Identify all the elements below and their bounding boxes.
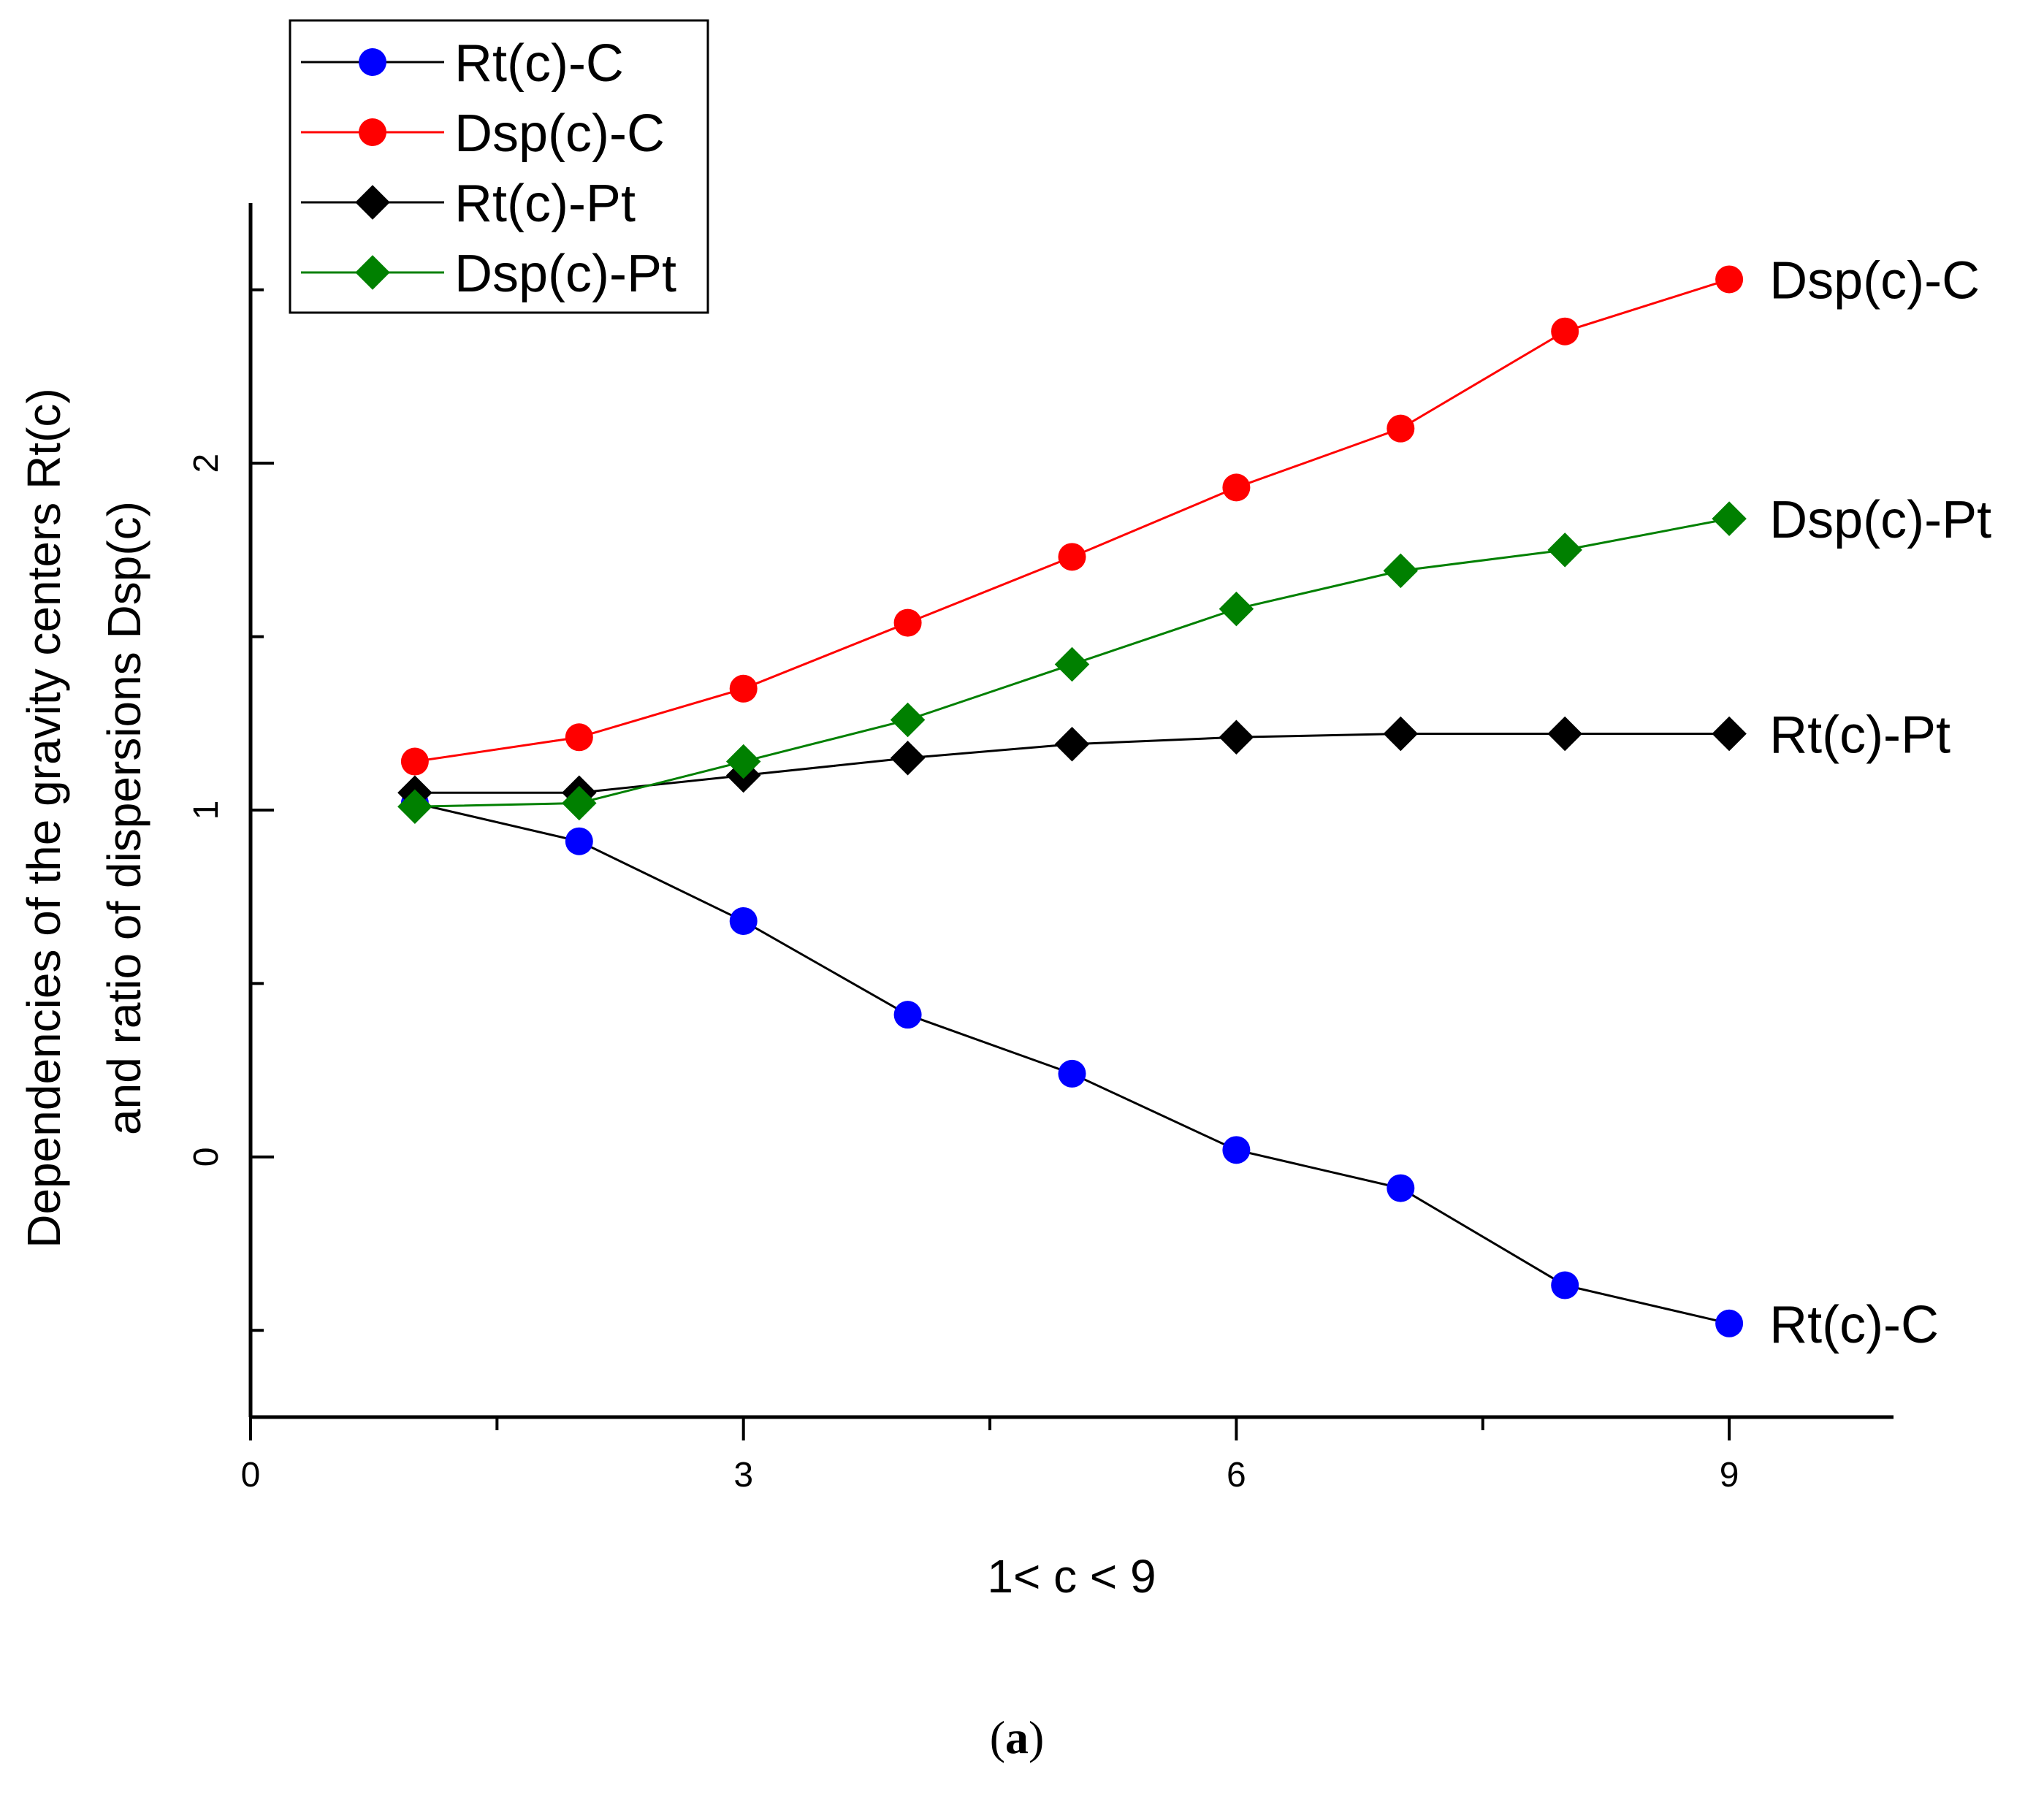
- end-label: Dsp(c)-Pt: [1769, 491, 1991, 549]
- legend-item: Rt(c)-Pt: [301, 175, 636, 233]
- series-line: [414, 278, 1730, 763]
- legend-item: Dsp(c)-Pt: [301, 245, 676, 303]
- legend-marker: [355, 185, 390, 220]
- data-point: [1387, 414, 1415, 443]
- legend-item: Dsp(c)-C: [301, 104, 665, 163]
- data-point: [1383, 716, 1419, 752]
- data-point: [725, 744, 761, 779]
- series-dsp-c-c: [400, 265, 1744, 776]
- caption-letter: a: [1005, 1711, 1029, 1763]
- data-point: [1058, 1059, 1086, 1088]
- series-dsp-c-pt: [397, 501, 1747, 825]
- data-point: [1712, 501, 1747, 536]
- end-labels: Rt(c)-C Dsp(c)-C Rt(c)-Pt Dsp(c)-Pt: [1769, 251, 1991, 1354]
- legend-label: Dsp(c)-Pt: [454, 245, 676, 303]
- data-point: [1222, 473, 1251, 502]
- data-point: [1222, 1136, 1251, 1164]
- legend-items: Rt(c)-C Dsp(c)-C Rt(c)-Pt Dsp(c)-Pt: [301, 34, 676, 303]
- y-axis-title-line-2: and ratio of dispersions Dsp(c): [98, 501, 150, 1135]
- caption-open-paren: (: [990, 1711, 1005, 1763]
- x-tick-label: 0: [241, 1456, 261, 1495]
- data-point: [565, 827, 593, 855]
- series-layer: [397, 265, 1747, 1337]
- y-tick-label: 2: [187, 454, 226, 473]
- data-point: [890, 741, 926, 776]
- x-tick-label: 3: [733, 1456, 753, 1495]
- data-point: [400, 747, 429, 776]
- legend-label: Rt(c)-C: [454, 34, 624, 93]
- data-point: [1712, 716, 1747, 752]
- data-point: [1058, 543, 1086, 571]
- figure-caption: (a): [990, 1711, 1045, 1763]
- data-point: [893, 1001, 922, 1029]
- x-axis-title: 1< c < 9: [987, 1550, 1156, 1603]
- data-point: [1715, 1309, 1744, 1337]
- caption-close-paren: ): [1029, 1711, 1044, 1763]
- data-point: [1054, 727, 1090, 762]
- legend: Rt(c)-C Dsp(c)-C Rt(c)-Pt Dsp(c)-Pt: [289, 19, 709, 314]
- data-point: [729, 674, 758, 703]
- data-point: [1551, 317, 1579, 346]
- legend-label: Rt(c)-Pt: [454, 175, 636, 233]
- y-tick-label: 1: [187, 801, 226, 820]
- series-rt-c-c: [400, 789, 1744, 1337]
- end-label: Dsp(c)-C: [1769, 251, 1980, 310]
- x-tick-label: 9: [1720, 1456, 1739, 1495]
- y-tick-label: 0: [187, 1148, 226, 1167]
- data-point: [1387, 1174, 1415, 1202]
- data-point: [1054, 646, 1090, 682]
- data-point: [565, 723, 593, 752]
- data-point: [729, 906, 758, 935]
- data-point: [1219, 719, 1254, 755]
- data-point: [893, 608, 922, 637]
- data-point: [890, 702, 926, 738]
- legend-label: Dsp(c)-C: [454, 104, 665, 163]
- legend-box: [289, 19, 709, 314]
- data-point: [397, 789, 432, 825]
- end-label: Rt(c)-Pt: [1769, 706, 1950, 765]
- legend-marker: [359, 118, 386, 146]
- legend-item: Rt(c)-C: [301, 34, 624, 93]
- x-tick-label: 6: [1227, 1456, 1246, 1495]
- data-point: [1547, 533, 1582, 568]
- data-point: [1383, 553, 1419, 589]
- data-point: [1219, 591, 1254, 627]
- y-ticks: 0 1 2: [187, 288, 274, 1332]
- data-point: [1547, 716, 1582, 752]
- x-ticks: 0 3 6 9: [241, 1417, 1739, 1495]
- legend-marker: [359, 48, 386, 76]
- data-point: [1715, 265, 1744, 294]
- data-point: [1551, 1271, 1579, 1299]
- y-axis-title-line-1: Dependencies of the gravity centers Rt(c…: [18, 388, 70, 1248]
- legend-marker: [355, 255, 390, 290]
- axes: [248, 203, 1894, 1419]
- data-point: [562, 785, 597, 821]
- end-label: Rt(c)-C: [1769, 1296, 1939, 1354]
